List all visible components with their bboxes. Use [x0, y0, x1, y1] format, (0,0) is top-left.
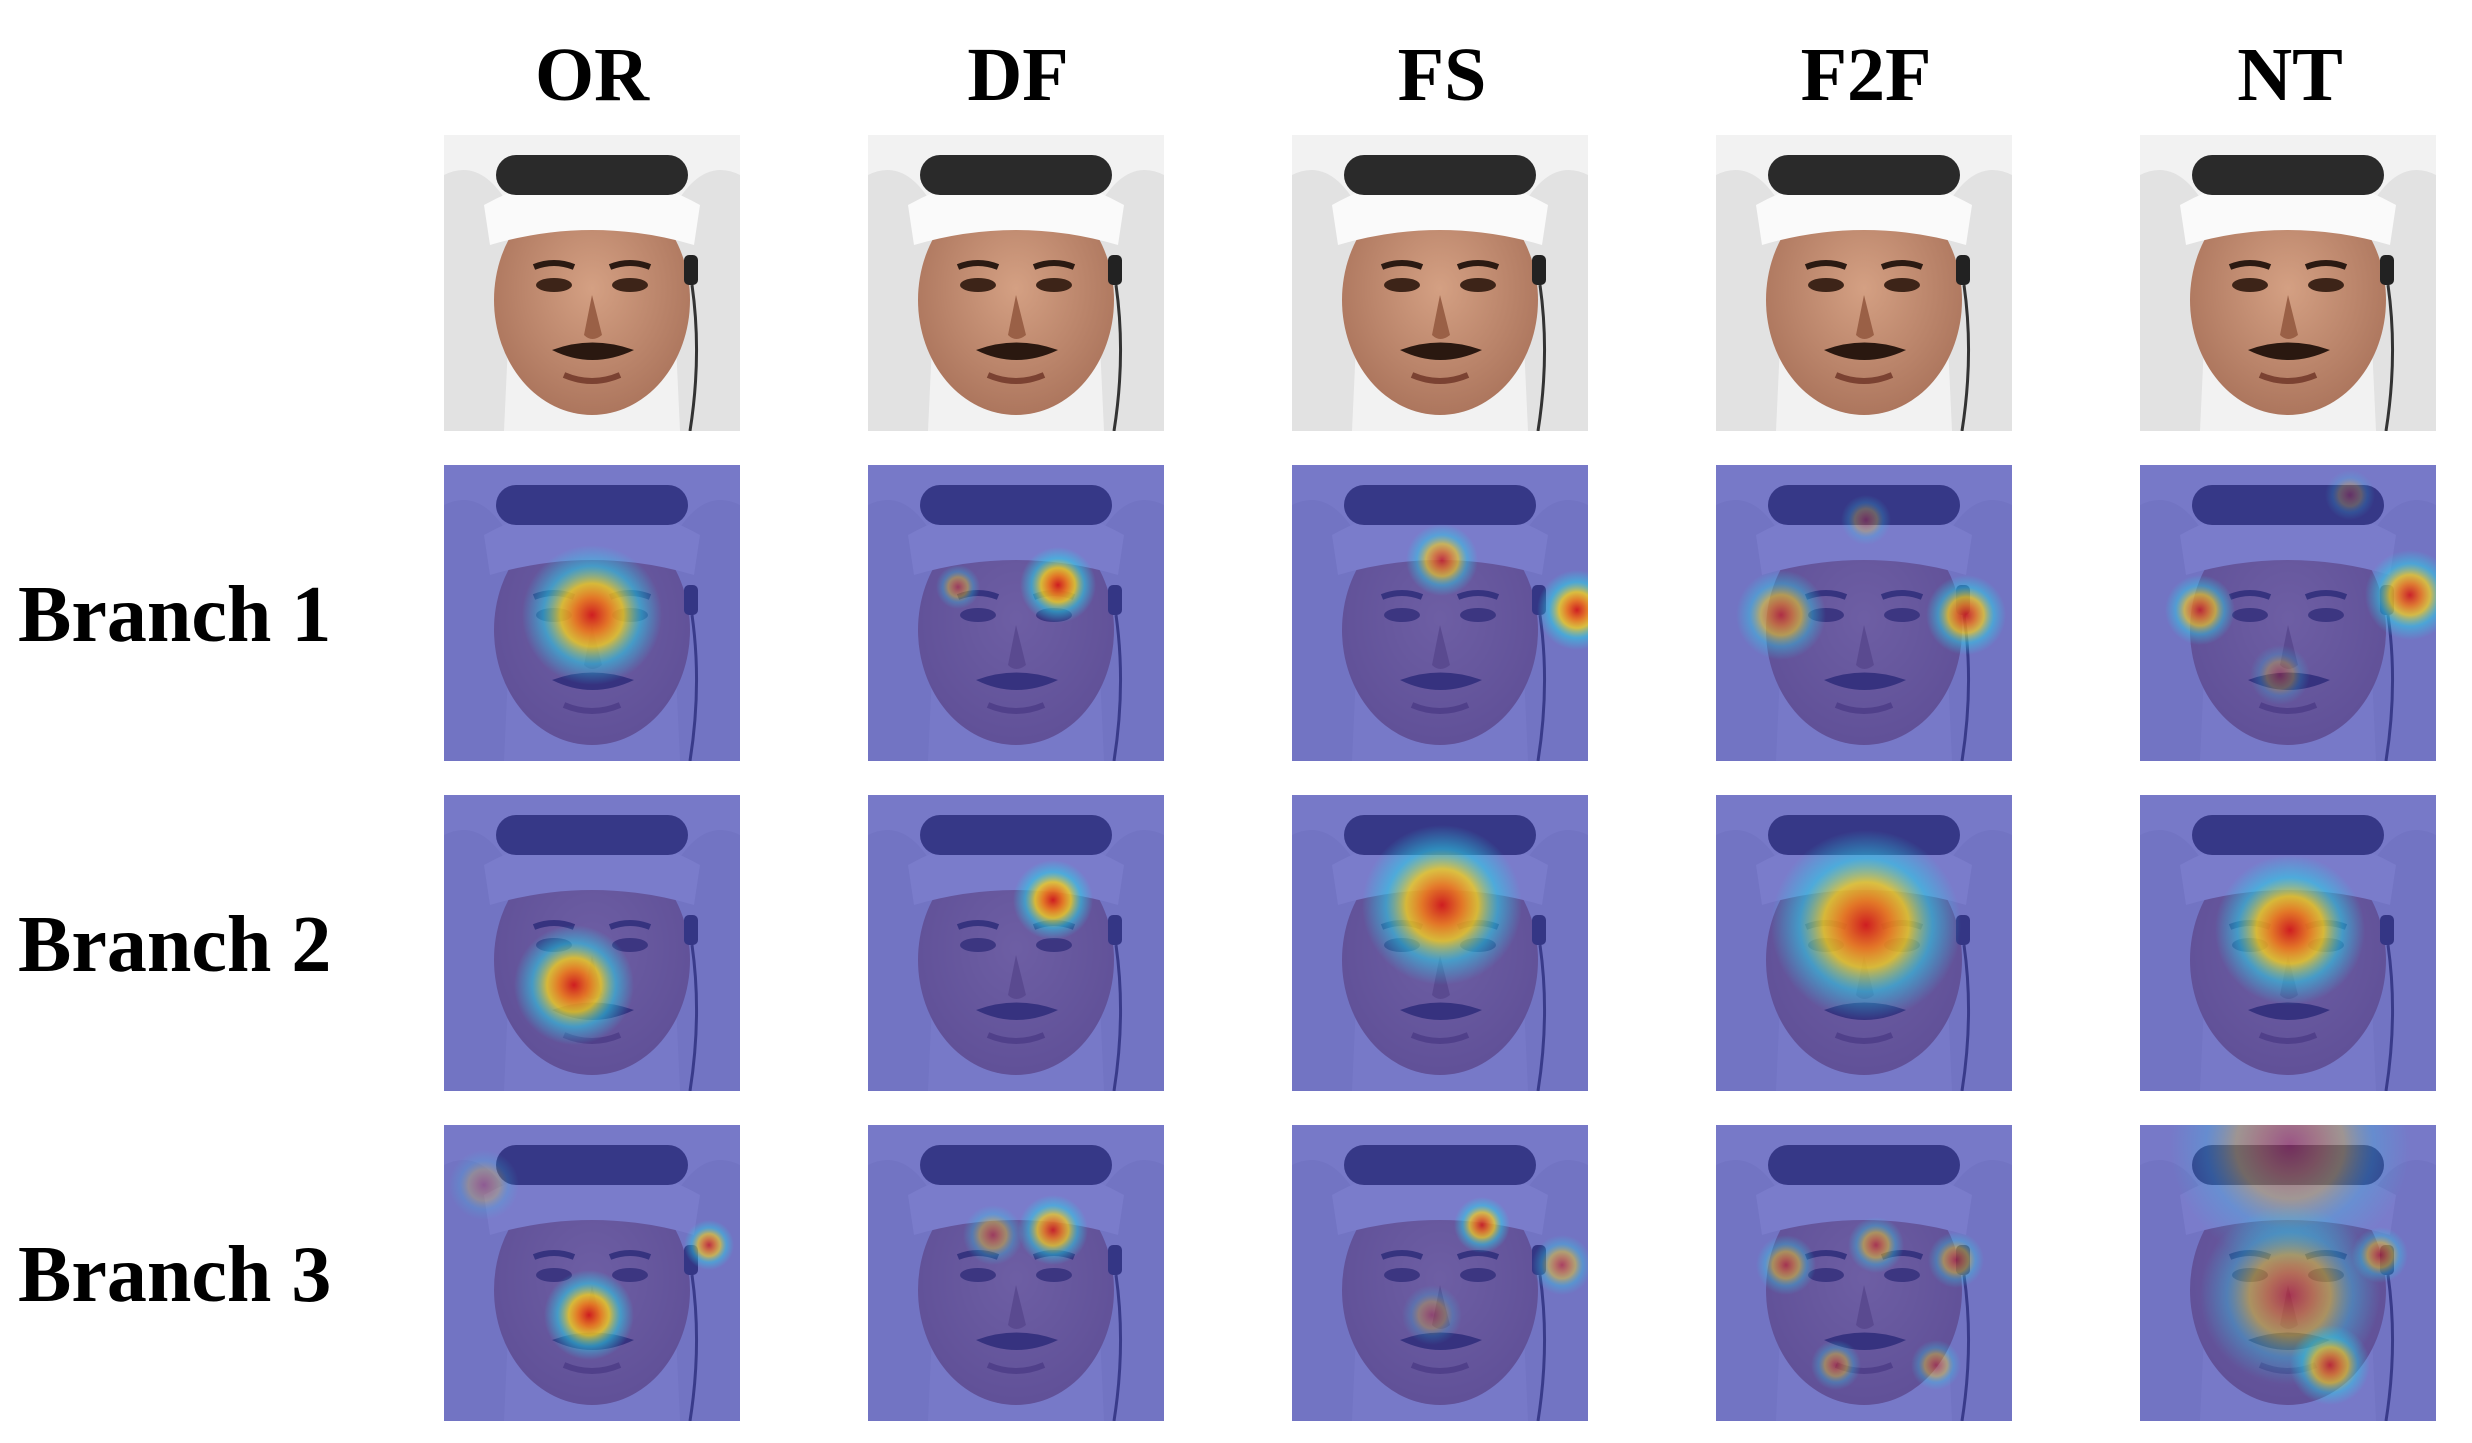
- row-header-branch-3: Branch 3: [18, 1231, 332, 1319]
- heatmap-branch-2-or: [444, 795, 740, 1091]
- heatmap-branch-3-or: [444, 1125, 740, 1421]
- heatmap-branch-2-nt: [2140, 795, 2436, 1091]
- column-header-or: OR: [535, 33, 649, 117]
- heatmap-branch-3-f2f: [1716, 1125, 2012, 1421]
- face-photo-icon: [1716, 135, 2012, 431]
- heatmap-icon: [444, 795, 740, 1091]
- heatmap-branch-1-f2f: [1716, 465, 2012, 761]
- heatmap-branch-2-fs: [1292, 795, 1588, 1091]
- heatmap-branch-1-fs: [1292, 465, 1588, 761]
- heatmap-icon: [444, 465, 740, 761]
- heatmap-icon: [868, 795, 1164, 1091]
- column-header-fs: FS: [1397, 33, 1487, 117]
- heatmap-icon: [1292, 1125, 1588, 1421]
- heatmap-branch-2-f2f: [1716, 795, 2012, 1091]
- column-header-nt: NT: [2237, 33, 2343, 117]
- photo-original-nt: [2140, 135, 2436, 431]
- face-photo-icon: [444, 135, 740, 431]
- row-header-branch-2: Branch 2: [18, 901, 332, 989]
- column-header-f2f: F2F: [1800, 33, 1932, 117]
- heatmap-icon: [2140, 1125, 2436, 1421]
- face-photo-icon: [868, 135, 1164, 431]
- photo-original-fs: [1292, 135, 1588, 431]
- heatmap-icon: [1716, 465, 2012, 761]
- column-header-df: DF: [967, 33, 1069, 117]
- photo-original-df: [868, 135, 1164, 431]
- heatmap-branch-1-or: [444, 465, 740, 761]
- row-header-branch-1: Branch 1: [18, 571, 332, 659]
- heatmap-icon: [868, 1125, 1164, 1421]
- heatmap-branch-3-nt: [2140, 1125, 2436, 1421]
- heatmap-icon: [444, 1125, 740, 1421]
- heatmap-icon: [1716, 1125, 2012, 1421]
- photo-original-f2f: [1716, 135, 2012, 431]
- face-photo-icon: [1292, 135, 1588, 431]
- heatmap-branch-2-df: [868, 795, 1164, 1091]
- heatmap-icon: [2140, 795, 2436, 1091]
- heatmap-icon: [2140, 465, 2436, 761]
- face-photo-icon: [2140, 135, 2436, 431]
- heatmap-branch-3-fs: [1292, 1125, 1588, 1421]
- heatmap-branch-3-df: [868, 1125, 1164, 1421]
- heatmap-branch-1-df: [868, 465, 1164, 761]
- heatmap-branch-1-nt: [2140, 465, 2436, 761]
- photo-original-or: [444, 135, 740, 431]
- heatmap-icon: [1716, 795, 2012, 1091]
- heatmap-icon: [1292, 465, 1588, 761]
- heatmap-icon: [868, 465, 1164, 761]
- heatmap-icon: [1292, 795, 1588, 1091]
